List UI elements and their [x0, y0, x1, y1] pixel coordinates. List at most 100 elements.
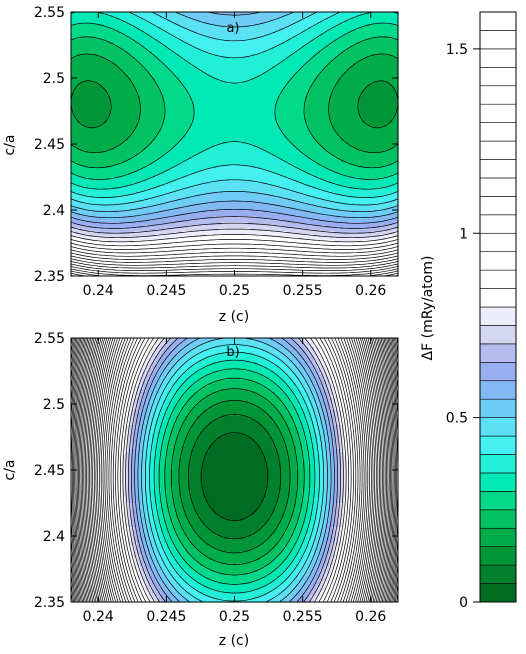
heatmap-cell [392, 51, 396, 55]
heatmap-cell [260, 39, 264, 43]
heatmap-cell [83, 12, 87, 16]
heatmap-cell [89, 66, 93, 70]
heatmap-cell [278, 60, 282, 64]
heatmap-cell [335, 45, 339, 49]
heatmap-cell [200, 18, 204, 22]
heatmap-cell [266, 30, 270, 34]
heatmap-cell [383, 24, 387, 28]
heatmap-cell [233, 63, 237, 67]
heatmap-cell [134, 21, 138, 25]
heatmap-cell [260, 33, 264, 37]
heatmap-cell [248, 51, 252, 55]
heatmap-cell [125, 33, 129, 37]
heatmap-cell [239, 18, 243, 22]
heatmap-cell [329, 51, 333, 55]
heatmap-cell [89, 30, 93, 34]
heatmap-cell [389, 48, 393, 52]
heatmap-cell [278, 45, 282, 49]
heatmap-cell [146, 51, 150, 55]
heatmap-cell [224, 18, 228, 22]
heatmap-cell [149, 24, 153, 28]
heatmap-cell [140, 24, 144, 28]
heatmap-cell [380, 63, 384, 67]
heatmap-cell [95, 33, 99, 37]
heatmap-cell [281, 51, 285, 55]
heatmap-cell [107, 63, 111, 67]
heatmap-cell [320, 54, 324, 58]
heatmap-cell [122, 12, 126, 16]
heatmap-cell [194, 60, 198, 64]
heatmap-cell [191, 51, 195, 55]
heatmap-cell [143, 39, 147, 43]
heatmap-cell [80, 33, 84, 37]
heatmap-cell [266, 60, 270, 64]
heatmap-cell [308, 30, 312, 34]
heatmap-cell [194, 15, 198, 19]
heatmap-cell [254, 18, 258, 22]
heatmap-cell [113, 60, 117, 64]
heatmap-cell [134, 51, 138, 55]
heatmap-cell [215, 63, 219, 67]
heatmap-cell [386, 45, 390, 49]
heatmap-cell [230, 21, 234, 25]
heatmap-cell [155, 36, 159, 40]
heatmap-cell [374, 54, 378, 58]
heatmap-cell [143, 21, 147, 25]
heatmap-cell [281, 54, 285, 58]
heatmap-cell [371, 21, 375, 25]
heatmap-cell [215, 15, 219, 19]
heatmap-cell [140, 42, 144, 46]
heatmap-cell [194, 45, 198, 49]
heatmap-cell [89, 33, 93, 37]
heatmap-cell [212, 18, 216, 22]
heatmap-cell [296, 51, 300, 55]
heatmap-cell [230, 12, 234, 16]
heatmap-cell [305, 60, 309, 64]
heatmap-cell [392, 33, 396, 37]
heatmap-cell [140, 66, 144, 70]
heatmap-cell [74, 51, 78, 55]
heatmap-cell [212, 60, 216, 64]
heatmap-cell [278, 15, 282, 19]
heatmap-cell [194, 57, 198, 61]
heatmap-cell [254, 24, 258, 28]
heatmap-cell [374, 36, 378, 40]
heatmap-cell [296, 45, 300, 49]
heatmap-cell [275, 27, 279, 31]
heatmap-cell [194, 36, 198, 40]
heatmap-cell [158, 33, 162, 37]
heatmap-cell [395, 12, 399, 16]
heatmap-cell [185, 60, 189, 64]
heatmap-cell [107, 27, 111, 31]
heatmap-cell [275, 51, 279, 55]
heatmap-cell [284, 48, 288, 52]
heatmap-cell [134, 57, 138, 61]
heatmap-cell [326, 51, 330, 55]
heatmap-cell [260, 54, 264, 58]
heatmap-cell [113, 54, 117, 58]
heatmap-cell [152, 30, 156, 34]
heatmap-cell [272, 39, 276, 43]
heatmap-cell [230, 33, 234, 37]
heatmap-cell [170, 48, 174, 52]
heatmap-cell [245, 66, 249, 70]
heatmap-cell [143, 12, 147, 16]
heatmap-cell [221, 39, 225, 43]
heatmap-cell [320, 30, 324, 34]
heatmap-cell [242, 39, 246, 43]
heatmap-cell [347, 21, 351, 25]
heatmap-cell [233, 66, 237, 70]
heatmap-cell [92, 21, 96, 25]
heatmap-cell [338, 54, 342, 58]
heatmap-cell [116, 21, 120, 25]
heatmap-cell [161, 39, 165, 43]
heatmap-cell [272, 42, 276, 46]
heatmap-cell [170, 30, 174, 34]
heatmap-cell [338, 33, 342, 37]
heatmap-cell [359, 48, 363, 52]
heatmap-cell [152, 42, 156, 46]
heatmap-cell [218, 63, 222, 67]
heatmap-cell [284, 24, 288, 28]
heatmap-cell [212, 48, 216, 52]
heatmap-cell [386, 51, 390, 55]
